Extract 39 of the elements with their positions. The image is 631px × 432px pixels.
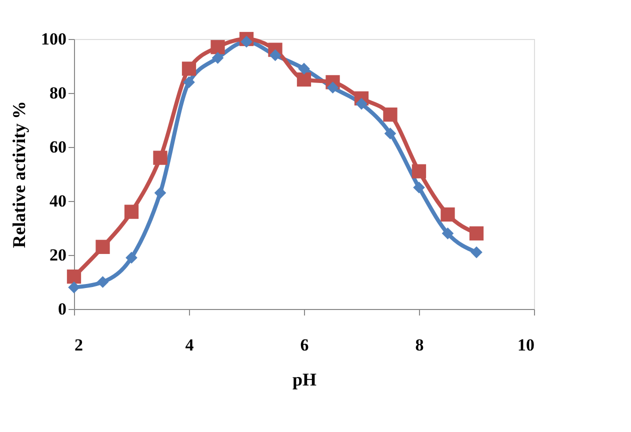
point bbox=[384, 128, 396, 140]
point bbox=[212, 52, 224, 64]
point bbox=[183, 76, 195, 88]
x-tick-label: 8 bbox=[415, 336, 424, 354]
y-tick-label: 20 bbox=[50, 246, 66, 264]
x-tick-label: 10 bbox=[518, 336, 534, 354]
point bbox=[96, 240, 110, 254]
x-tick-label: 6 bbox=[300, 336, 309, 354]
y-tick-label: 100 bbox=[41, 30, 66, 48]
y-tick-label: 0 bbox=[58, 300, 66, 318]
point bbox=[182, 62, 196, 76]
point bbox=[240, 36, 252, 48]
point bbox=[269, 49, 282, 62]
y-tick-label: 80 bbox=[50, 84, 66, 102]
point bbox=[413, 182, 425, 194]
point bbox=[124, 204, 139, 219]
x-tick-label: 4 bbox=[185, 336, 194, 354]
y-tick-label: 60 bbox=[50, 138, 66, 156]
point bbox=[326, 82, 339, 94]
point bbox=[154, 186, 166, 199]
point bbox=[296, 72, 312, 87]
point bbox=[412, 164, 426, 178]
point bbox=[383, 108, 398, 122]
point bbox=[298, 62, 310, 75]
point bbox=[210, 40, 225, 54]
y-axis-title: Relative activity % bbox=[9, 101, 29, 248]
point bbox=[356, 98, 368, 110]
point bbox=[440, 207, 455, 222]
point bbox=[469, 226, 484, 240]
point bbox=[470, 246, 482, 258]
point bbox=[442, 227, 454, 240]
x-axis-title: pH bbox=[292, 370, 317, 390]
point bbox=[126, 252, 138, 264]
point bbox=[153, 150, 168, 165]
point bbox=[68, 281, 80, 294]
x-tick-label: 2 bbox=[74, 336, 83, 354]
point bbox=[96, 276, 109, 288]
y-tick-label: 40 bbox=[50, 192, 66, 210]
point bbox=[66, 270, 82, 284]
